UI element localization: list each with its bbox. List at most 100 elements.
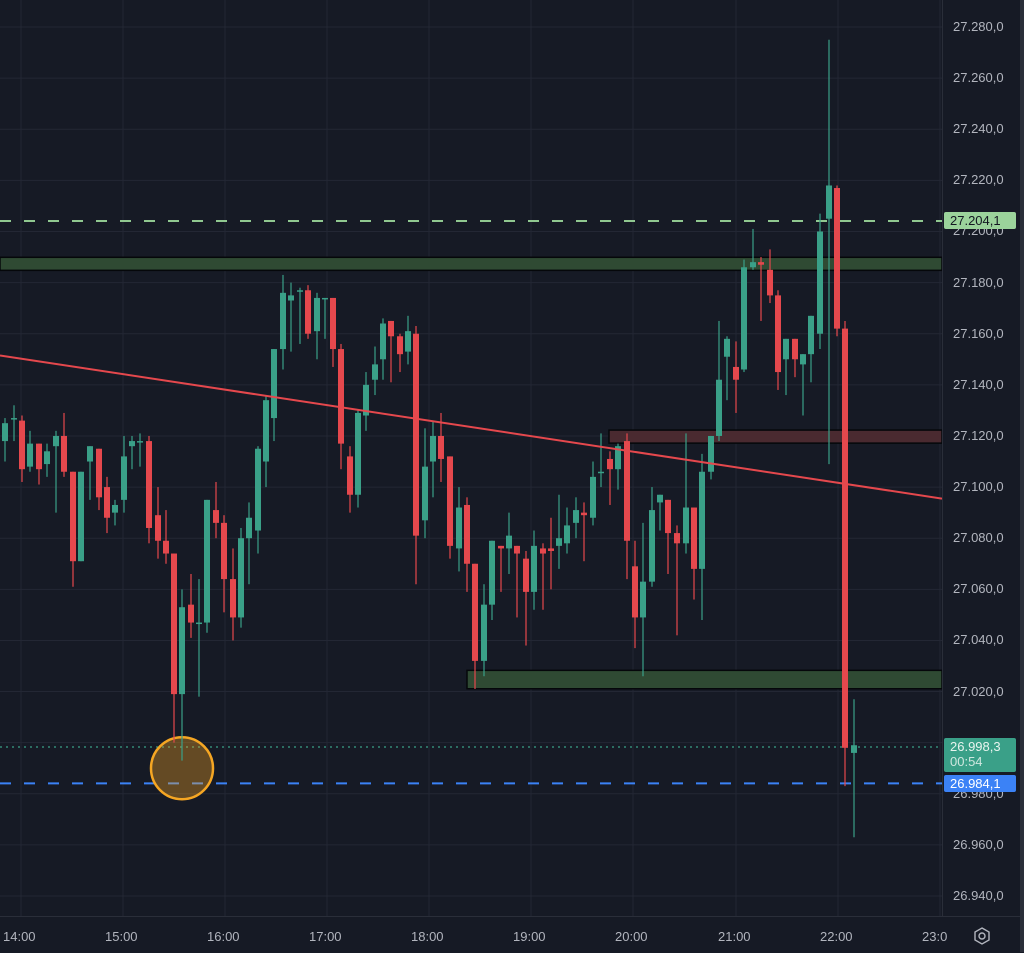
time-tick-label: 18:00 — [411, 929, 444, 944]
candle-body — [263, 400, 269, 462]
candle-body — [314, 297, 320, 332]
candle-body — [78, 471, 84, 562]
last-price-badge: 26.998,3 00:54 — [944, 738, 1016, 772]
candle-body — [347, 456, 353, 495]
price-tick-label: 27.080,0 — [953, 530, 1004, 546]
time-tick-label: 23:0 — [922, 929, 948, 944]
time-tick-label: 17:00 — [309, 929, 342, 944]
candle-body — [665, 499, 671, 534]
candle-body — [598, 471, 604, 474]
price-tick-label: 27.180,0 — [953, 274, 1004, 290]
candle-body — [674, 533, 680, 544]
candle-body — [53, 435, 59, 447]
price-tick-label: 27.040,0 — [953, 632, 1004, 648]
candle-body — [413, 333, 419, 536]
candle-body — [146, 441, 152, 528]
candle-body — [472, 563, 478, 661]
candle-body — [590, 476, 596, 518]
window-edge — [1020, 0, 1024, 952]
price-tick-label: 27.160,0 — [953, 325, 1004, 341]
candle-body — [531, 545, 537, 592]
candle-body — [657, 494, 663, 503]
zone-resistance — [608, 429, 942, 444]
candle-body — [196, 622, 202, 625]
candle-body — [842, 328, 848, 748]
candle-body — [19, 420, 25, 470]
price-axis[interactable]: 27.280,0 27.260,0 27.240,0 27.220,0 27.200,0… — [942, 0, 1024, 916]
candle-body — [783, 338, 789, 360]
candle-body — [405, 331, 411, 352]
candle-body — [11, 418, 17, 420]
candlestick-chart[interactable] — [0, 0, 942, 916]
candle-body — [87, 446, 93, 462]
time-tick-label: 21:00 — [718, 929, 751, 944]
candle-body — [288, 295, 294, 301]
candle-body — [221, 522, 227, 580]
candle-body — [564, 525, 570, 544]
candle-body — [322, 297, 328, 300]
candle-body — [733, 366, 739, 380]
candle-body — [44, 451, 50, 465]
candle-body — [104, 487, 110, 518]
price-tick-label: 27.100,0 — [953, 479, 1004, 495]
price-tick-label: 26.960,0 — [953, 836, 1004, 852]
candle-body — [96, 448, 102, 498]
candle-body — [438, 435, 444, 459]
price-tick-label: 27.140,0 — [953, 376, 1004, 392]
candle-body — [255, 448, 261, 531]
candle-body — [741, 267, 747, 370]
candle-body — [204, 499, 210, 623]
candle-body — [280, 292, 286, 350]
candle-body — [750, 262, 756, 268]
chart-settings-button[interactable] — [972, 926, 992, 946]
price-tick-label: 27.260,0 — [953, 70, 1004, 86]
candle-body — [121, 456, 127, 500]
candle-body — [649, 510, 655, 582]
candle-body — [581, 512, 587, 516]
candle-body — [179, 607, 185, 695]
time-tick-label: 14:00 — [3, 929, 36, 944]
candle-body — [514, 545, 520, 554]
candle-body — [808, 315, 814, 355]
candle-body — [724, 338, 730, 357]
candle-body — [683, 507, 689, 544]
price-tick-label: 27.280,0 — [953, 19, 1004, 34]
candle-body — [767, 269, 773, 296]
candle-body — [338, 349, 344, 444]
candle-body — [36, 443, 42, 470]
candle-body — [632, 566, 638, 618]
time-axis[interactable]: 14:00 15:00 16:00 17:00 18:00 19:00 20:00 21:00… — [0, 916, 1024, 953]
candle-body — [363, 384, 369, 416]
price-tick-label: 26.940,0 — [953, 888, 1004, 904]
candle-body — [188, 604, 194, 623]
candle-body — [489, 540, 495, 605]
candle-body — [506, 535, 512, 549]
zone-supply-demand — [0, 256, 942, 272]
candle-body — [155, 515, 161, 541]
candle-body — [792, 338, 798, 360]
candle-body — [2, 423, 8, 442]
plot-area[interactable] — [0, 0, 942, 916]
price-tick-label: 27.020,0 — [953, 683, 1004, 699]
candle-body — [640, 581, 646, 618]
trend-line — [0, 354, 942, 500]
candle-body — [624, 441, 630, 541]
candle-body — [238, 538, 244, 618]
candle-body — [230, 579, 236, 618]
candle-body — [498, 545, 504, 549]
candle-body — [691, 507, 697, 569]
candle-body — [573, 510, 579, 523]
candle-body — [163, 540, 169, 554]
candle-body — [775, 295, 781, 373]
last-price-value: 26.998,3 — [950, 739, 1001, 754]
time-tick-label: 15:00 — [105, 929, 138, 944]
candle-body — [129, 441, 135, 447]
candle-body — [355, 412, 361, 495]
candle-body — [523, 558, 529, 592]
candle-body — [305, 290, 311, 334]
price-tick-label: 27.060,0 — [953, 581, 1004, 597]
time-tick-label: 19:00 — [513, 929, 546, 944]
target-price-badge: 27.204,1 — [944, 212, 1016, 229]
candle-body — [540, 548, 546, 554]
